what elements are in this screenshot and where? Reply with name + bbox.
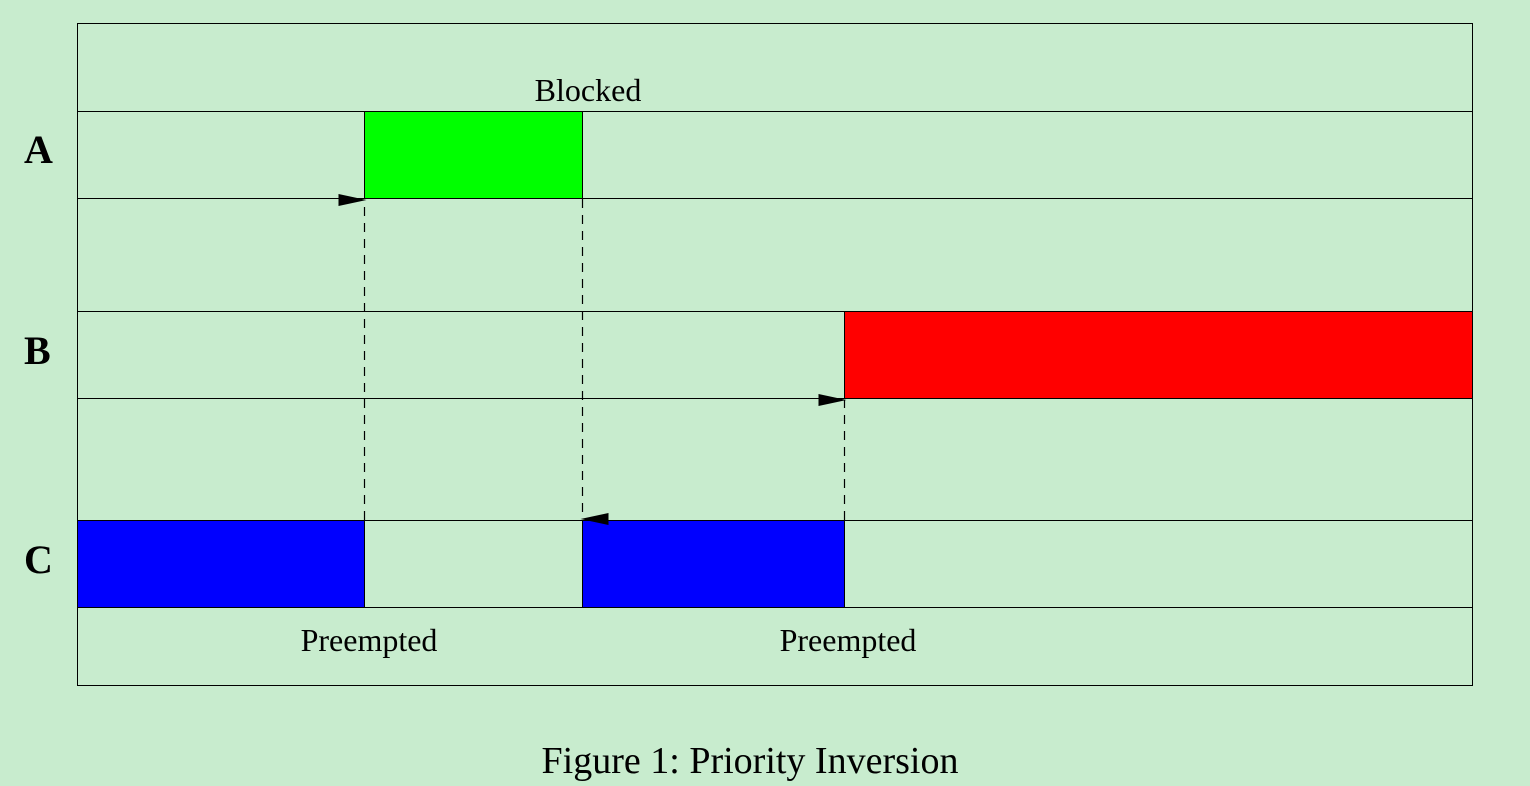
task-b-running-bar [844,311,1473,399]
row-label-a: A [24,127,53,172]
task-c-running-bar-2 [582,520,845,608]
task-a-running-bar [364,111,583,199]
preempted-label-1: Preempted [301,622,438,658]
figure-caption: Figure 1: Priority Inversion [541,740,959,782]
row-label-b: B [24,328,51,373]
blocked-label: Blocked [535,72,642,108]
task-c-running-bar-1 [77,520,365,608]
preempted-label-2: Preempted [780,622,917,658]
row-label-c: C [24,537,53,582]
